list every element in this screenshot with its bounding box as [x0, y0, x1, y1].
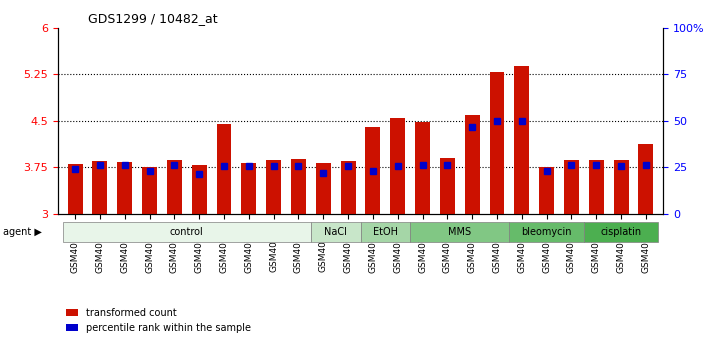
Bar — [589, 160, 603, 214]
Bar — [490, 72, 505, 214]
Bar — [465, 115, 479, 214]
FancyBboxPatch shape — [410, 222, 510, 242]
Text: bleomycin: bleomycin — [521, 227, 572, 237]
FancyBboxPatch shape — [63, 222, 311, 242]
Bar — [242, 163, 256, 214]
Bar — [390, 118, 405, 214]
FancyBboxPatch shape — [584, 222, 658, 242]
Bar — [266, 160, 281, 214]
Bar — [291, 159, 306, 214]
Text: MMS: MMS — [448, 227, 472, 237]
Text: NaCl: NaCl — [324, 227, 347, 237]
Bar — [316, 163, 331, 214]
Bar — [192, 166, 207, 214]
Bar — [118, 162, 132, 214]
FancyBboxPatch shape — [360, 222, 410, 242]
Bar — [167, 160, 182, 214]
Bar — [614, 160, 629, 214]
Bar — [366, 127, 381, 214]
Bar — [514, 66, 529, 214]
Bar — [415, 122, 430, 214]
FancyBboxPatch shape — [311, 222, 360, 242]
FancyBboxPatch shape — [510, 222, 584, 242]
Bar — [440, 158, 455, 214]
Text: GDS1299 / 10482_at: GDS1299 / 10482_at — [88, 12, 218, 25]
Bar — [639, 144, 653, 214]
Bar — [92, 161, 107, 214]
Text: control: control — [170, 227, 203, 237]
Bar — [68, 164, 82, 214]
Bar — [216, 124, 231, 214]
Text: agent ▶: agent ▶ — [3, 227, 42, 237]
Text: cisplatin: cisplatin — [601, 227, 642, 237]
Bar — [142, 167, 157, 214]
Bar — [539, 167, 554, 214]
Bar — [564, 160, 579, 214]
Text: EtOH: EtOH — [373, 227, 398, 237]
Bar — [340, 161, 355, 214]
Legend: transformed count, percentile rank within the sample: transformed count, percentile rank withi… — [63, 304, 255, 337]
